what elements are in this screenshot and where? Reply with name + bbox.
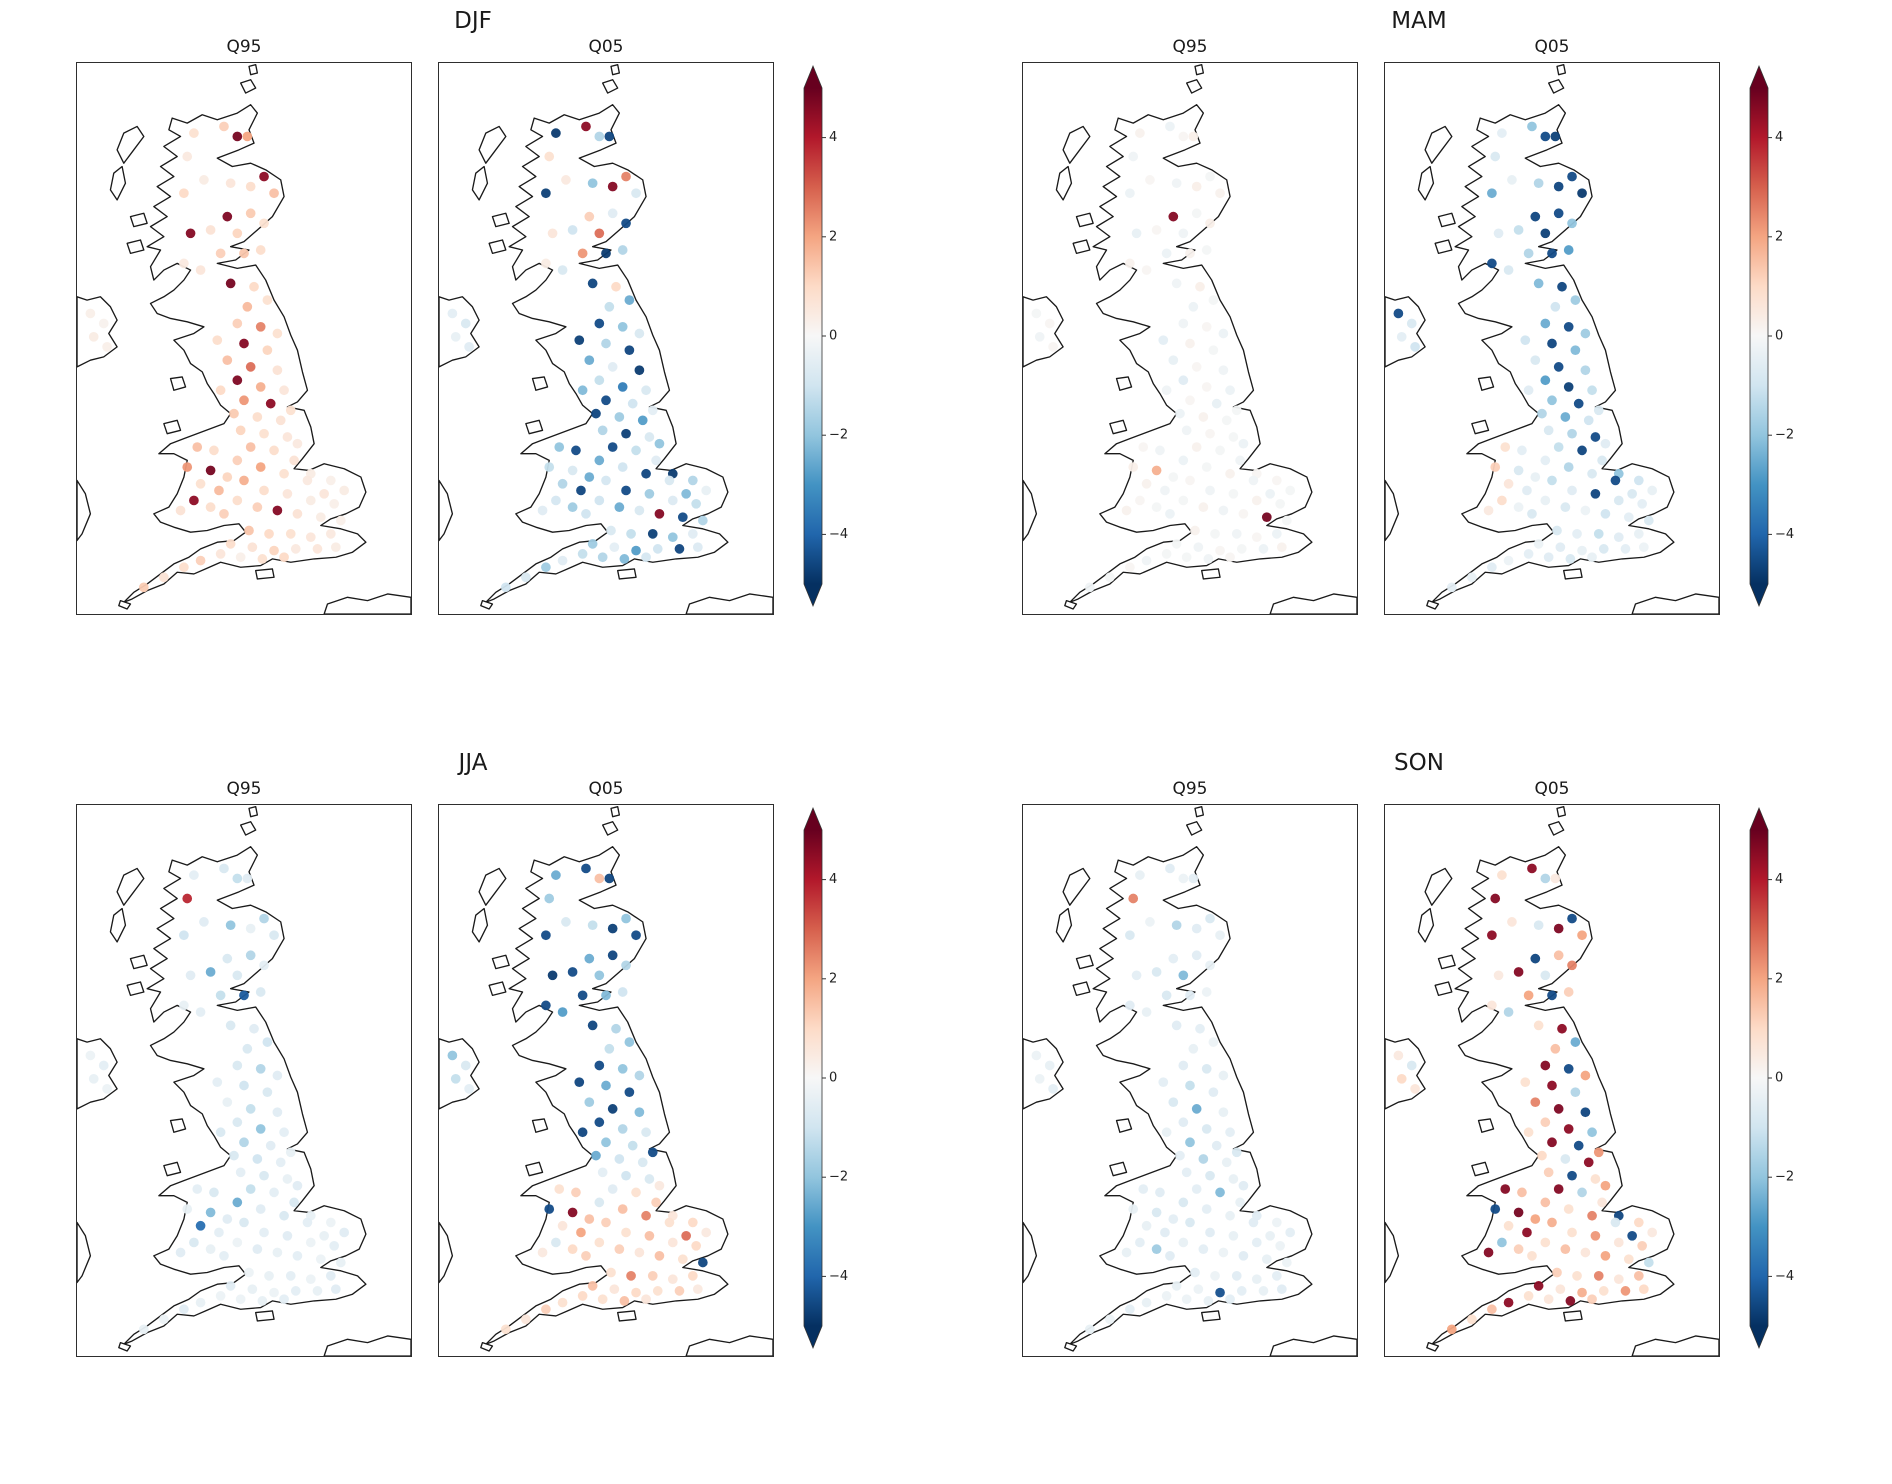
map-son-q05: Q05 (1384, 778, 1720, 1357)
svg-text:4: 4 (829, 872, 837, 887)
svg-text:0: 0 (829, 1071, 837, 1086)
map-caption: Q95 (226, 37, 262, 57)
colorbar-wrap-son: 4 2 0 −2 −4 (1746, 804, 1816, 1355)
map-djf-q05: Q05 (438, 36, 774, 615)
panel-djf: DJF Q95 Q05 4 2 0 −2 −4 (0, 0, 946, 742)
svg-text:4: 4 (829, 130, 837, 145)
uk-map-mam-q95 (1022, 62, 1358, 615)
colorbar-djf: 4 2 0 −2 −4 (803, 64, 848, 608)
svg-text:2: 2 (1775, 971, 1783, 986)
svg-text:4: 4 (1775, 130, 1783, 145)
maps-row-son: Q95 Q05 4 2 0 −2 −4 (1022, 778, 1816, 1357)
uk-map-jja-q95 (76, 804, 412, 1357)
season-title-son: SON (1394, 750, 1444, 776)
svg-text:−2: −2 (1775, 428, 1794, 443)
svg-text:−2: −2 (829, 1170, 848, 1185)
colorbar-wrap-jja: 4 2 0 −2 −4 (800, 804, 870, 1355)
panel-son: SON Q95 Q05 4 2 0 −2 −4 (946, 742, 1892, 1484)
map-mam-q95: Q95 (1022, 36, 1358, 615)
map-caption: Q05 (1534, 37, 1570, 57)
svg-text:4: 4 (1775, 872, 1783, 887)
map-djf-q95: Q95 (76, 36, 412, 615)
map-son-q95: Q95 (1022, 778, 1358, 1357)
season-title-djf: DJF (454, 8, 492, 34)
uk-map-djf-q95 (76, 62, 412, 615)
svg-text:−4: −4 (829, 1269, 848, 1284)
map-mam-q05: Q05 (1384, 36, 1720, 615)
map-caption: Q05 (588, 779, 624, 799)
uk-map-djf-q05 (438, 62, 774, 615)
svg-text:2: 2 (829, 971, 837, 986)
panel-jja: JJA Q95 Q05 4 2 0 −2 −4 (0, 742, 946, 1484)
uk-map-mam-q05 (1384, 62, 1720, 615)
colorbar-jja: 4 2 0 −2 −4 (803, 806, 848, 1350)
colorbar-wrap-djf: 4 2 0 −2 −4 (800, 62, 870, 613)
uk-map-son-q05 (1384, 804, 1720, 1357)
map-caption: Q95 (1172, 779, 1208, 799)
svg-text:−4: −4 (1775, 1269, 1794, 1284)
maps-row-jja: Q95 Q05 4 2 0 −2 −4 (76, 778, 870, 1357)
colorbar-mam: 4 2 0 −2 −4 (1749, 64, 1794, 608)
colorbar-son: 4 2 0 −2 −4 (1749, 806, 1794, 1350)
map-caption: Q95 (226, 779, 262, 799)
uk-map-jja-q05 (438, 804, 774, 1357)
svg-text:0: 0 (829, 329, 837, 344)
svg-text:0: 0 (1775, 329, 1783, 344)
svg-text:2: 2 (1775, 229, 1783, 244)
season-title-jja: JJA (458, 750, 488, 776)
colorbar-wrap-mam: 4 2 0 −2 −4 (1746, 62, 1816, 613)
map-jja-q05: Q05 (438, 778, 774, 1357)
svg-text:−4: −4 (829, 527, 848, 542)
svg-text:−2: −2 (1775, 1170, 1794, 1185)
maps-row-mam: Q95 Q05 4 2 0 −2 −4 (1022, 36, 1816, 615)
map-caption: Q05 (588, 37, 624, 57)
svg-text:−2: −2 (829, 428, 848, 443)
map-jja-q95: Q95 (76, 778, 412, 1357)
uk-map-son-q95 (1022, 804, 1358, 1357)
season-title-mam: MAM (1391, 8, 1447, 34)
panel-mam: MAM Q95 Q05 4 2 0 −2 −4 (946, 0, 1892, 742)
map-caption: Q95 (1172, 37, 1208, 57)
map-caption: Q05 (1534, 779, 1570, 799)
maps-row-djf: Q95 Q05 4 2 0 −2 −4 (76, 36, 870, 615)
svg-text:2: 2 (829, 229, 837, 244)
svg-text:0: 0 (1775, 1071, 1783, 1086)
svg-text:−4: −4 (1775, 527, 1794, 542)
